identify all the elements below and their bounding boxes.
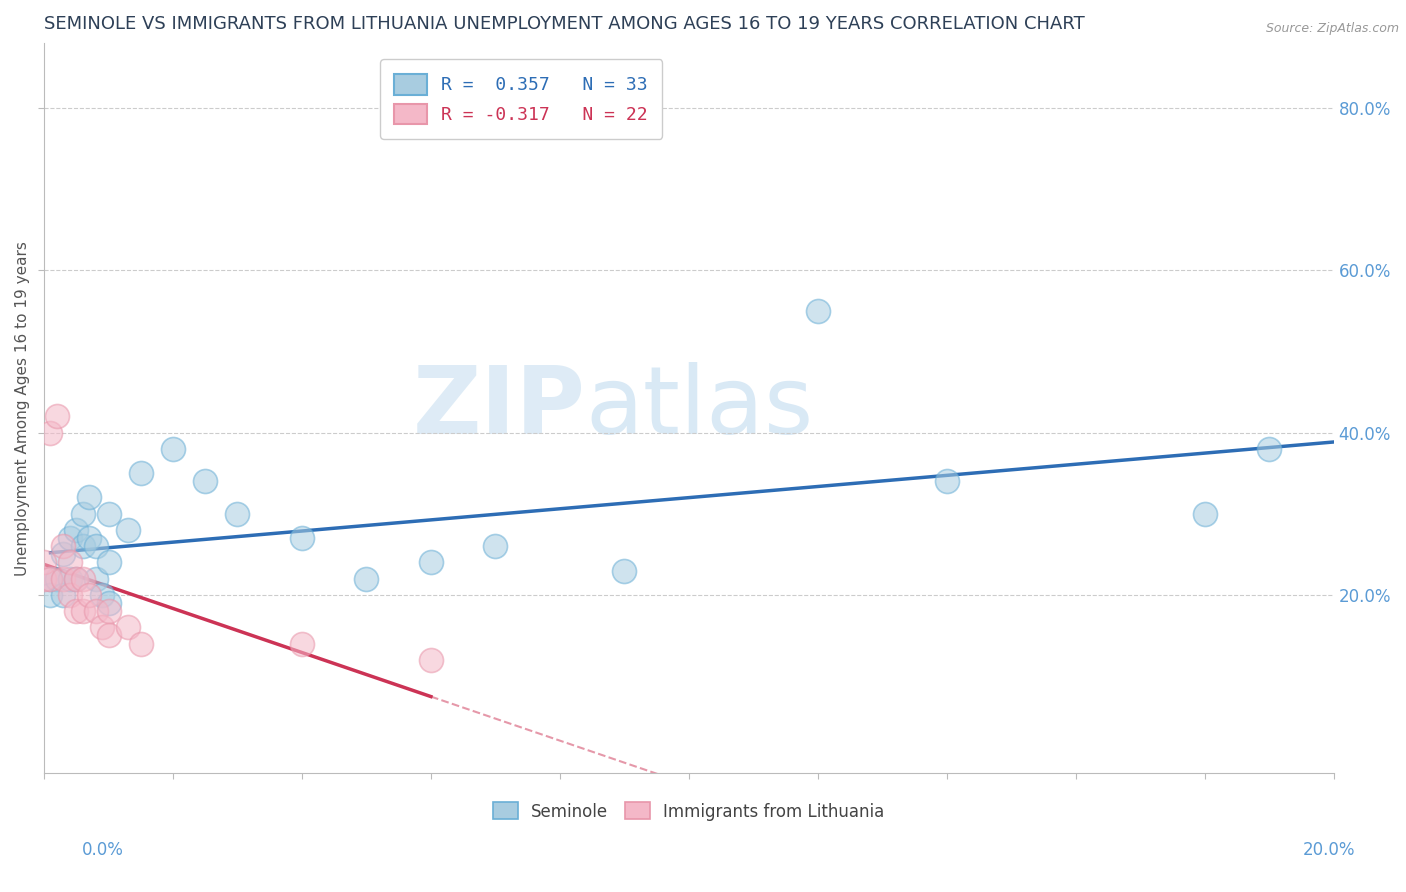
Point xyxy=(52,547,75,561)
Point xyxy=(39,588,62,602)
Point xyxy=(117,523,139,537)
Point xyxy=(59,588,82,602)
Point xyxy=(72,604,94,618)
Point xyxy=(72,572,94,586)
Point xyxy=(59,555,82,569)
Point xyxy=(39,572,62,586)
Point xyxy=(45,572,67,586)
Point xyxy=(65,572,87,586)
Point xyxy=(65,572,87,586)
Text: atlas: atlas xyxy=(586,362,814,454)
Point xyxy=(484,539,506,553)
Point xyxy=(52,572,75,586)
Point xyxy=(162,442,184,456)
Point xyxy=(77,491,100,505)
Point xyxy=(72,539,94,553)
Point xyxy=(45,409,67,424)
Point xyxy=(72,507,94,521)
Point xyxy=(97,604,120,618)
Point xyxy=(291,636,314,650)
Point xyxy=(97,555,120,569)
Point xyxy=(419,555,441,569)
Point xyxy=(84,539,107,553)
Point xyxy=(77,531,100,545)
Text: SEMINOLE VS IMMIGRANTS FROM LITHUANIA UNEMPLOYMENT AMONG AGES 16 TO 19 YEARS COR: SEMINOLE VS IMMIGRANTS FROM LITHUANIA UN… xyxy=(44,15,1085,33)
Point xyxy=(59,531,82,545)
Point xyxy=(32,572,55,586)
Text: ZIP: ZIP xyxy=(413,362,586,454)
Point xyxy=(194,474,217,488)
Point xyxy=(935,474,957,488)
Point xyxy=(117,620,139,634)
Point xyxy=(129,466,152,480)
Point xyxy=(97,507,120,521)
Point xyxy=(97,596,120,610)
Point xyxy=(97,628,120,642)
Point xyxy=(129,636,152,650)
Point xyxy=(1258,442,1281,456)
Point xyxy=(226,507,249,521)
Y-axis label: Unemployment Among Ages 16 to 19 years: Unemployment Among Ages 16 to 19 years xyxy=(15,241,30,575)
Point xyxy=(59,572,82,586)
Text: Source: ZipAtlas.com: Source: ZipAtlas.com xyxy=(1265,22,1399,36)
Point xyxy=(84,604,107,618)
Point xyxy=(52,588,75,602)
Point xyxy=(613,564,636,578)
Legend: Seminole, Immigrants from Lithuania: Seminole, Immigrants from Lithuania xyxy=(486,796,891,827)
Point xyxy=(419,653,441,667)
Point xyxy=(291,531,314,545)
Point xyxy=(32,555,55,569)
Point xyxy=(77,588,100,602)
Point xyxy=(356,572,378,586)
Text: 20.0%: 20.0% xyxy=(1302,840,1355,858)
Point xyxy=(65,604,87,618)
Point xyxy=(84,572,107,586)
Text: 0.0%: 0.0% xyxy=(82,840,124,858)
Point xyxy=(91,588,114,602)
Point xyxy=(1194,507,1216,521)
Point xyxy=(91,620,114,634)
Point xyxy=(52,539,75,553)
Point xyxy=(39,572,62,586)
Point xyxy=(65,523,87,537)
Point xyxy=(807,303,830,318)
Point xyxy=(39,425,62,440)
